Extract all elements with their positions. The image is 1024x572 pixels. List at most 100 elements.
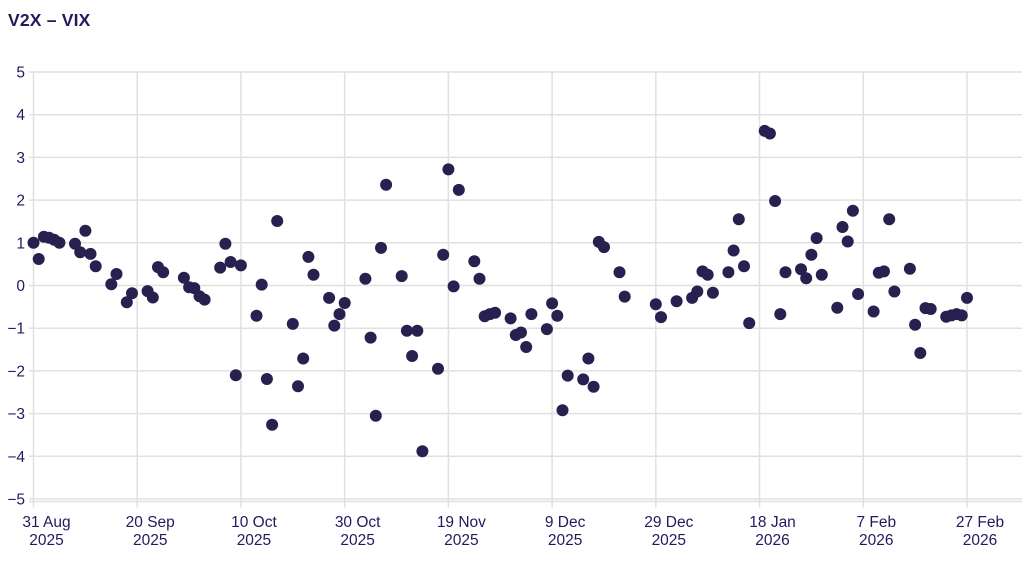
data-point <box>214 261 227 274</box>
data-point <box>582 352 595 365</box>
data-point <box>442 163 455 176</box>
data-point <box>520 341 533 353</box>
x-tick-label: 9 Dec <box>545 514 586 531</box>
y-tick-label: −2 <box>7 363 25 380</box>
y-tick-label: 1 <box>16 235 25 252</box>
data-point <box>224 256 237 268</box>
data-point <box>411 324 424 337</box>
data-point <box>903 262 916 275</box>
y-tick-label: −3 <box>7 406 25 423</box>
x-tick-year-label: 2025 <box>548 532 582 549</box>
gridlines <box>29 71 1022 508</box>
x-tick-label: 20 Sep <box>126 514 175 531</box>
y-tick-label: 5 <box>16 65 25 82</box>
x-tick-label: 10 Oct <box>231 514 277 531</box>
y-tick-label: 0 <box>16 278 25 295</box>
data-point <box>805 248 818 261</box>
chart-title: V2X – VIX <box>8 10 91 30</box>
data-point <box>546 297 559 310</box>
data-point <box>369 409 382 422</box>
x-tick-label: 30 Oct <box>335 514 381 531</box>
data-point <box>177 271 190 284</box>
data-point <box>32 253 45 265</box>
data-point <box>515 326 527 339</box>
data-point <box>815 268 828 281</box>
data-point <box>219 237 232 250</box>
data-point <box>732 213 745 226</box>
data-point <box>867 305 880 318</box>
x-tick-label: 7 Feb <box>856 514 896 531</box>
data-point <box>831 301 844 314</box>
data-point <box>556 404 569 417</box>
data-point <box>229 369 242 382</box>
data-point <box>157 266 170 279</box>
data-point <box>618 290 631 303</box>
data-point <box>255 278 268 291</box>
data-point <box>961 291 973 304</box>
data-point <box>120 296 133 309</box>
data-point <box>260 373 273 385</box>
y-tick-label: −5 <box>7 492 25 509</box>
data-point <box>795 263 807 276</box>
data-point <box>914 347 927 359</box>
data-point <box>27 236 40 249</box>
data-point <box>504 312 517 325</box>
data-point <box>266 418 279 431</box>
data-point <box>800 272 813 285</box>
data-point <box>577 373 590 386</box>
data-point <box>706 286 719 299</box>
data-point <box>110 268 123 280</box>
data-point <box>234 259 247 272</box>
data-point <box>297 352 310 365</box>
data-point <box>551 309 564 322</box>
data-point <box>738 260 750 273</box>
x-tick-label: 19 Nov <box>437 514 486 531</box>
data-point <box>323 291 336 304</box>
data-point <box>126 287 138 300</box>
data-point <box>909 318 922 331</box>
data-point <box>888 285 901 298</box>
x-tick-year-label: 2026 <box>963 532 997 549</box>
data-point <box>763 127 776 140</box>
data-point <box>878 265 890 278</box>
y-tick-label: 2 <box>16 193 25 210</box>
data-point <box>525 308 538 321</box>
data-point <box>468 255 481 268</box>
data-points <box>27 124 973 458</box>
data-point <box>489 306 502 319</box>
data-point <box>333 308 346 321</box>
data-point <box>883 213 896 226</box>
data-point <box>852 288 865 300</box>
data-point <box>691 285 704 298</box>
data-point <box>375 241 387 254</box>
data-point <box>380 178 393 191</box>
x-tick-year-label: 2025 <box>340 532 374 549</box>
data-point <box>779 266 792 279</box>
data-point <box>655 311 667 324</box>
x-tick-year-label: 2025 <box>237 532 271 549</box>
data-point <box>395 270 408 283</box>
data-point <box>198 293 211 306</box>
x-tick-year-label: 2025 <box>652 532 686 549</box>
data-point <box>810 232 823 245</box>
data-point <box>447 280 460 293</box>
data-point <box>364 331 377 344</box>
data-point <box>769 195 782 207</box>
data-point <box>250 309 263 322</box>
data-point <box>613 266 626 279</box>
data-point <box>955 309 968 322</box>
data-point <box>307 268 320 281</box>
data-point <box>722 266 735 279</box>
data-point <box>338 297 351 309</box>
y-tick-label: −4 <box>7 449 25 466</box>
x-tick-year-label: 2026 <box>859 532 893 549</box>
data-point <box>84 247 97 260</box>
data-point <box>416 445 429 458</box>
x-tick-label: 18 Jan <box>749 514 796 531</box>
data-point <box>302 250 315 263</box>
data-point <box>406 350 419 362</box>
data-point <box>74 246 87 259</box>
